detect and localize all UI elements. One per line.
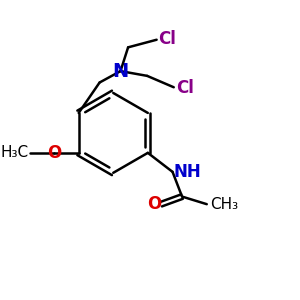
Text: H₃C: H₃C <box>1 146 29 160</box>
Text: N: N <box>112 61 129 81</box>
Text: Cl: Cl <box>158 30 176 48</box>
Text: O: O <box>147 195 162 213</box>
Text: NH: NH <box>173 163 201 181</box>
Text: O: O <box>47 144 61 162</box>
Text: Cl: Cl <box>176 79 194 97</box>
Text: CH₃: CH₃ <box>211 197 239 212</box>
